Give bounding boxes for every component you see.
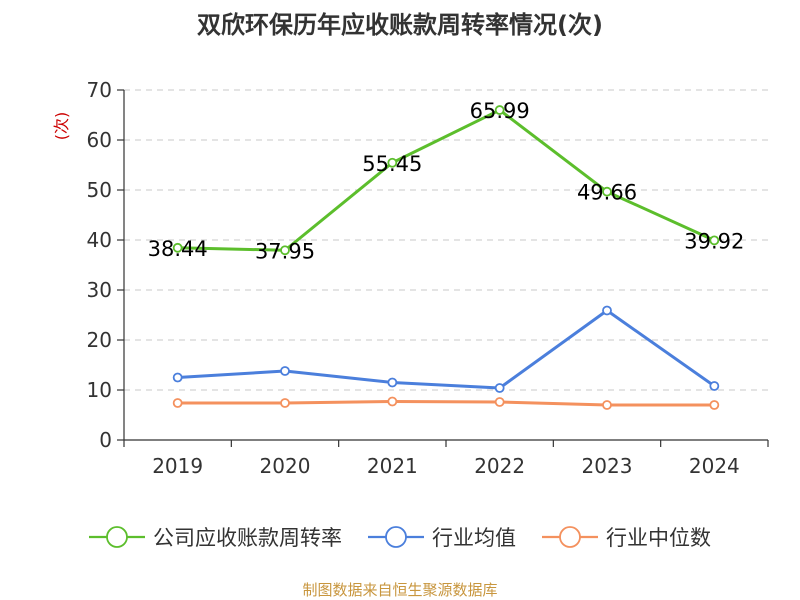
y-tick-label: 30 bbox=[87, 278, 112, 302]
data-point bbox=[709, 381, 720, 391]
data-label: 55.45 bbox=[362, 152, 422, 176]
series-line bbox=[176, 108, 716, 252]
y-tick-label: 50 bbox=[87, 178, 112, 202]
data-point bbox=[280, 398, 290, 408]
legend: 公司应收账款周转率 行业均值 行业中位数 bbox=[89, 526, 711, 550]
series-layer bbox=[172, 105, 720, 410]
data-label: 65.99 bbox=[470, 99, 530, 123]
x-tick-label: 2021 bbox=[367, 454, 418, 478]
y-tick-label: 20 bbox=[87, 328, 112, 352]
x-tick-label: 2020 bbox=[260, 454, 311, 478]
data-point bbox=[387, 377, 398, 388]
data-point bbox=[494, 105, 505, 115]
legend-label: 行业中位数 bbox=[606, 526, 711, 550]
legend-item[interactable]: 行业中位数 bbox=[542, 526, 711, 550]
data-point bbox=[280, 366, 290, 376]
grid-lines bbox=[124, 89, 768, 391]
legend-marker bbox=[106, 526, 128, 548]
legend-item[interactable]: 行业均值 bbox=[368, 526, 516, 550]
y-tick-label: 40 bbox=[87, 228, 112, 252]
y-tick-label: 70 bbox=[87, 78, 112, 102]
data-point bbox=[280, 245, 290, 256]
data-point bbox=[172, 372, 183, 383]
x-tick-label: 2024 bbox=[689, 454, 740, 478]
legend-label: 行业均值 bbox=[432, 526, 516, 550]
data-label: 38.44 bbox=[148, 237, 208, 261]
x-tick-label: 2023 bbox=[582, 454, 633, 478]
chart-title: 双欣环保历年应收账款周转率情况(次) bbox=[197, 11, 603, 39]
source-note: 制图数据来自恒生聚源数据库 bbox=[302, 581, 497, 599]
data-point bbox=[387, 157, 398, 168]
data-label: 37.95 bbox=[255, 239, 315, 263]
data-point bbox=[172, 398, 183, 408]
data-point bbox=[172, 242, 183, 253]
data-label-layer: 38.44 37.95 55.45 65.99 49.66 39.92 bbox=[148, 99, 745, 263]
y-axis-unit-label: (次) bbox=[52, 112, 71, 141]
axes: 0 10 20 30 40 50 60 70 2019 2020 2021 2022 2023 2024 bbox=[87, 78, 769, 478]
data-point bbox=[494, 383, 505, 393]
data-point bbox=[602, 400, 612, 410]
y-tick-label: 0 bbox=[99, 428, 112, 452]
series-line bbox=[176, 400, 716, 407]
legend-item[interactable]: 公司应收账款周转率 bbox=[89, 526, 342, 550]
data-point bbox=[602, 186, 612, 197]
y-tick-label: 60 bbox=[87, 128, 112, 152]
legend-label: 公司应收账款周转率 bbox=[153, 526, 342, 550]
data-label: 49.66 bbox=[577, 181, 637, 205]
data-point bbox=[709, 400, 720, 410]
legend-marker bbox=[385, 526, 407, 548]
x-tick-label: 2019 bbox=[152, 454, 203, 478]
data-point bbox=[709, 235, 720, 246]
x-tick-label: 2022 bbox=[474, 454, 525, 478]
y-tick-label: 10 bbox=[87, 378, 112, 402]
data-point bbox=[387, 396, 398, 407]
data-point bbox=[494, 397, 505, 407]
series-line bbox=[176, 309, 716, 390]
legend-marker bbox=[559, 526, 581, 548]
data-point bbox=[602, 305, 612, 316]
data-label: 39.92 bbox=[684, 229, 744, 253]
